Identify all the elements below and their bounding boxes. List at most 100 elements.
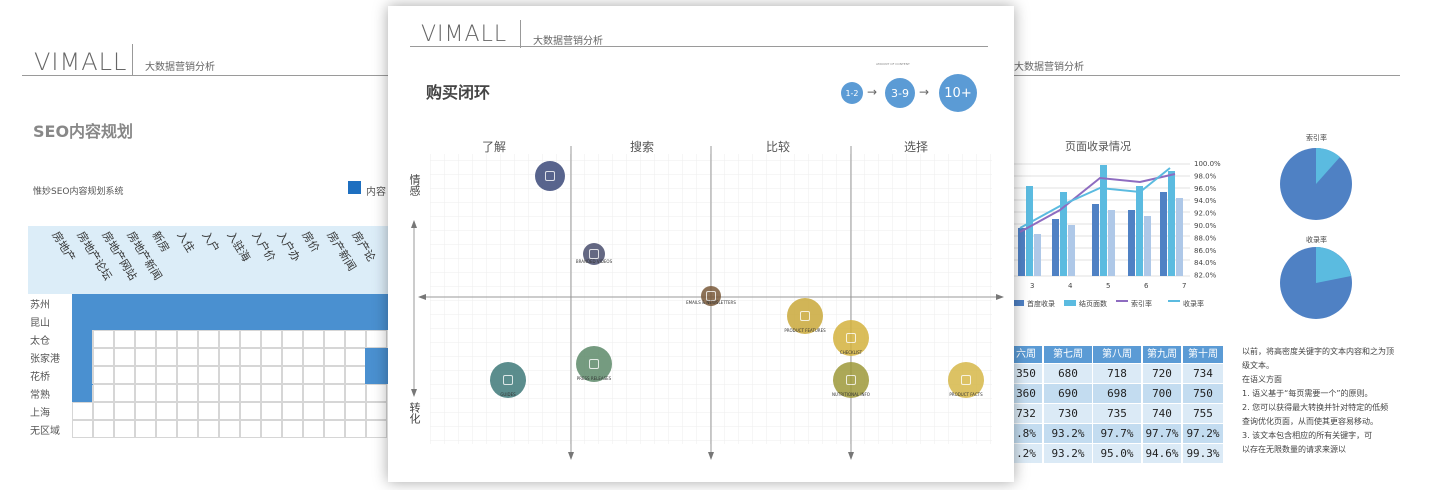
grid-cell: [114, 330, 135, 348]
y-tick-label: 98.0%: [1194, 172, 1217, 180]
grid-cell: [93, 348, 114, 366]
front-header-rule: [410, 46, 988, 47]
table-cell: 350: [1010, 364, 1042, 383]
coverage-rate-line: [1019, 167, 1171, 229]
table-cell: 93.2%: [1044, 444, 1092, 463]
table-cell: 734: [1183, 364, 1223, 383]
table-cell: 97.7%: [1093, 424, 1141, 443]
phase-search: 搜索: [630, 140, 655, 154]
filled-block: [72, 384, 92, 402]
grid-cell: [303, 402, 324, 420]
table-cell: 732: [1010, 404, 1042, 423]
y-tick-label: 90.0%: [1194, 222, 1217, 230]
grid-cell: [177, 348, 198, 366]
content-bubble: [576, 346, 612, 382]
note-line: 查询优化页面，从而使其更容易移动。: [1242, 417, 1378, 426]
front-brand-logo: VIMALL: [421, 22, 508, 47]
doc-icon: [961, 375, 971, 385]
grid-cell: [282, 384, 303, 402]
section-subtitle: 惟妙SEO内容规划系统: [33, 187, 124, 197]
bubble-label: NUTRITIONAL INFO: [832, 392, 870, 397]
chart-bar: [1136, 186, 1143, 276]
legend-swatch: [1012, 300, 1024, 306]
table-cell: 740: [1143, 404, 1181, 423]
right-header-rule: [1010, 75, 1400, 76]
x-tick-label: 3: [1030, 282, 1034, 290]
grid-cell: [261, 330, 282, 348]
grid-cell: [324, 402, 345, 420]
brand-subtitle: 大数据营销分析: [145, 62, 215, 73]
grid-cell: [345, 420, 366, 438]
row-label: 上海: [30, 408, 50, 419]
grid-cell: [219, 384, 240, 402]
x-tick-label: 6: [1144, 282, 1149, 290]
grid-cell: [366, 330, 387, 348]
table-header: 第十周: [1183, 346, 1223, 363]
y-tick-label: 88.0%: [1194, 234, 1217, 242]
row-label: 苏州: [30, 300, 50, 311]
grid-cell: [156, 330, 177, 348]
grid-cell: [240, 420, 261, 438]
grid-cell: [93, 366, 114, 384]
legend-swatch: [1064, 300, 1076, 306]
content-bubble: [787, 298, 823, 334]
grid-cell: [135, 402, 156, 420]
table-cell: 700: [1143, 384, 1181, 403]
grid-cell: [93, 384, 114, 402]
grid-cell: [135, 348, 156, 366]
note-line: 以前，将高密度关键字的文本内容和之为顶: [1242, 347, 1394, 356]
grid-cell: [114, 402, 135, 420]
grid-cell: [345, 384, 366, 402]
note-line: 在语义方面: [1242, 375, 1282, 384]
grid-cell: [114, 384, 135, 402]
note-line: 2. 您可以获得最大转换并针对特定的低频: [1242, 403, 1389, 412]
pie2-title: 收录率: [1306, 236, 1327, 244]
grid-cell: [219, 330, 240, 348]
y-tick-label: 92.0%: [1194, 210, 1217, 218]
grid-cell: [156, 366, 177, 384]
table-cell: 680: [1044, 364, 1092, 383]
grid-cell: [177, 366, 198, 384]
bubble-label: GUIDES: [500, 392, 516, 397]
y-tick-label: 96.0%: [1194, 185, 1217, 193]
note-line: 3. 该文本包含相应的所有关键字，可: [1242, 431, 1373, 440]
doc-icon: [800, 311, 810, 321]
filled-block: [365, 348, 392, 384]
front-brand-subtitle: 大数据营销分析: [533, 36, 603, 47]
grid-cell: [324, 384, 345, 402]
grid-cell: [303, 384, 324, 402]
table-cell: 698: [1093, 384, 1141, 403]
left-report-card: VIMALL 大数据营销分析 SEO内容规划 惟妙SEO内容规划系统 内容 房地…: [0, 0, 392, 480]
filled-block: [92, 384, 93, 385]
table-cell: 720: [1143, 364, 1181, 383]
right-report-card: 大数据营销分析 页面收录情况 100.0% 98.0% 96.0% 94.0% 92.0…: [1010, 0, 1430, 480]
bubble-label: PRODUCT FEATURES: [784, 328, 826, 333]
filled-block: [72, 294, 392, 330]
x-tick-label: 5: [1106, 282, 1110, 290]
grid-cell: [261, 384, 282, 402]
axis-label-conversion: 转化: [408, 402, 421, 424]
chart-bar: [1144, 216, 1151, 276]
grid-cell: [219, 420, 240, 438]
grid-cell: [261, 366, 282, 384]
table-cell: 750: [1183, 384, 1223, 403]
note-line: 以存在无限数量的请求来源以: [1242, 445, 1346, 454]
legend-label: 索引率: [1131, 299, 1152, 308]
row-label: 张家港: [30, 354, 60, 365]
grid-cell: [177, 420, 198, 438]
row-label: 太仓: [30, 336, 50, 347]
grid-cell: [198, 402, 219, 420]
header-rule: [22, 75, 392, 76]
front-brand-divider: [520, 20, 521, 48]
grid-cell: [303, 348, 324, 366]
grid-cell: [261, 420, 282, 438]
y-tick-label: 84.0%: [1194, 259, 1217, 267]
grid-cell: [198, 384, 219, 402]
play-icon: [589, 249, 599, 259]
bubble-label: BRANDED VIDEOS: [575, 259, 613, 264]
table-header-band: [28, 226, 390, 294]
chart-title: 页面收录情况: [1065, 139, 1131, 153]
grid-cell: [135, 330, 156, 348]
row-label: 昆山: [30, 318, 50, 329]
phase-compare: 比较: [766, 140, 791, 154]
